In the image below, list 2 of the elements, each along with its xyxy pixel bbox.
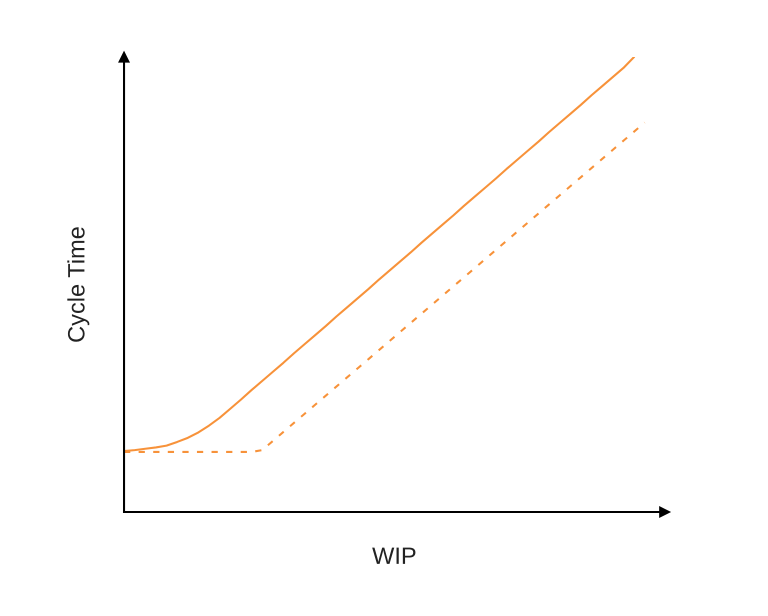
x-axis-title: WIP <box>372 548 416 564</box>
y-axis-title: Cycle Time <box>67 227 90 342</box>
